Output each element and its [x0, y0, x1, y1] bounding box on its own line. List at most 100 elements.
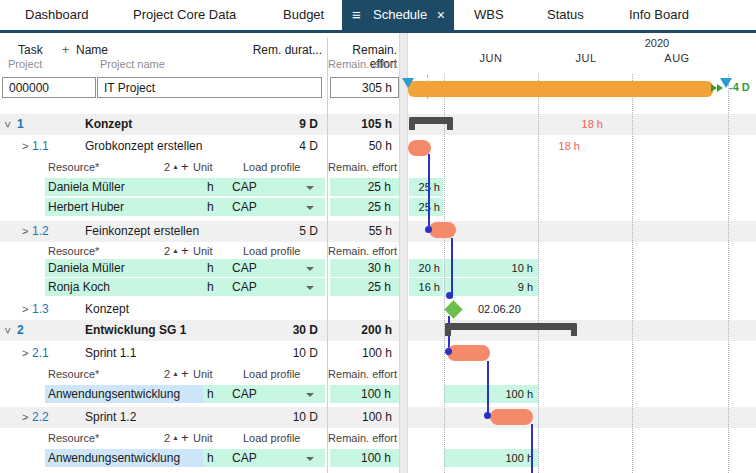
task-effort[interactable]: 100 h [328, 343, 392, 364]
sort-asc-icon[interactable]: ▲ [172, 157, 179, 177]
task-effort[interactable]: 55 h [328, 221, 392, 242]
col-unit[interactable]: Unit [193, 364, 213, 384]
sort-asc-icon[interactable]: ▲ [172, 428, 179, 448]
col-resource[interactable]: Resource* [48, 157, 99, 177]
sort-indicator[interactable]: 2 [164, 364, 170, 384]
task-name[interactable]: Konzept [85, 114, 132, 135]
expand-icon[interactable]: > [22, 343, 28, 364]
task-number[interactable]: 1.3 [32, 299, 49, 320]
resource-effort[interactable]: 100 h [330, 449, 399, 467]
resource-unit[interactable]: h [207, 448, 214, 468]
panel-splitter[interactable] [399, 33, 408, 473]
resource-unit[interactable]: h [207, 277, 214, 297]
task-effort[interactable]: 200 h [328, 320, 392, 341]
resource-name[interactable]: Ronja Koch [48, 277, 110, 297]
task-name[interactable]: Sprint 1.2 [85, 407, 136, 428]
col-unit[interactable]: Unit [193, 157, 213, 177]
col-remain-effort[interactable]: Remain. effort [325, 364, 397, 384]
resource-name[interactable]: Daniela Müller [48, 258, 125, 278]
task-duration[interactable]: 4 D [256, 136, 318, 157]
tab-info-board[interactable]: Info Board [629, 0, 689, 30]
task-duration[interactable]: 30 D [256, 320, 318, 341]
col-remain-effort[interactable]: Remain. effort [325, 157, 397, 177]
project-effort-input[interactable] [330, 77, 399, 98]
resource-load-profile[interactable]: CAP [232, 448, 257, 468]
col-resource[interactable]: Resource* [48, 428, 99, 448]
task-name[interactable]: Sprint 1.1 [85, 343, 136, 364]
col-task[interactable]: Task [18, 43, 43, 57]
task-effort[interactable]: 50 h [328, 136, 392, 157]
summary-bar-konzept[interactable] [409, 117, 453, 130]
tab-status[interactable]: Status [547, 0, 584, 30]
dropdown-icon[interactable] [306, 286, 314, 290]
resource-effort[interactable]: 100 h [330, 385, 399, 403]
resource-unit[interactable]: h [207, 384, 214, 404]
expand-icon[interactable]: > [22, 299, 28, 320]
hamburger-icon[interactable]: ≡ [352, 0, 361, 30]
close-icon[interactable]: × [437, 0, 445, 30]
expand-icon[interactable]: > [22, 407, 28, 428]
collapse-icon[interactable]: > [0, 121, 18, 127]
project-bar[interactable] [408, 81, 713, 97]
task-bar-1-1[interactable] [408, 140, 431, 156]
tab-budget[interactable]: Budget [283, 0, 324, 30]
resource-load-profile[interactable]: CAP [232, 384, 257, 404]
resource-load-profile[interactable]: CAP [232, 197, 257, 217]
col-resource[interactable]: Resource* [48, 364, 99, 384]
dropdown-icon[interactable] [306, 186, 314, 190]
schedule-start-marker-icon[interactable] [402, 78, 414, 88]
dropdown-icon[interactable] [306, 267, 314, 271]
sort-indicator[interactable]: 2 [164, 428, 170, 448]
task-effort[interactable]: 105 h [328, 114, 392, 135]
sort-asc-icon[interactable]: ▲ [172, 364, 179, 384]
tab-wbs[interactable]: WBS [474, 0, 504, 30]
task-duration[interactable]: 5 D [256, 221, 318, 242]
tab-dashboard[interactable]: Dashboard [25, 0, 89, 30]
task-name[interactable]: Grobkonzept erstellen [85, 136, 202, 157]
add-resource-button[interactable]: + [181, 364, 189, 384]
resource-unit[interactable]: h [207, 258, 214, 278]
resource-effort[interactable]: 25 h [330, 278, 399, 296]
task-duration[interactable]: 10 D [256, 343, 318, 364]
add-resource-button[interactable]: + [181, 428, 189, 448]
task-number[interactable]: 1.1 [32, 136, 49, 157]
resource-unit[interactable]: h [207, 197, 214, 217]
tab-schedule[interactable]: ≡ Schedule × [342, 0, 454, 30]
resource-load-profile[interactable]: CAP [232, 177, 257, 197]
task-name[interactable]: Entwicklung SG 1 [85, 320, 186, 341]
resource-name[interactable]: Anwendungsentwicklung [48, 384, 180, 404]
resource-name[interactable]: Daniela Müller [48, 177, 125, 197]
col-load-profile[interactable]: Load profile [243, 364, 301, 384]
task-duration[interactable]: 10 D [256, 407, 318, 428]
resource-effort[interactable]: 25 h [330, 178, 399, 196]
dropdown-icon[interactable] [306, 206, 314, 210]
task-number[interactable]: 2.2 [32, 407, 49, 428]
task-bar-2-2[interactable] [490, 409, 533, 425]
resource-effort[interactable]: 30 h [330, 259, 399, 277]
resource-effort[interactable]: 25 h [330, 198, 399, 216]
col-remain-effort[interactable]: Remain. effort [325, 428, 397, 448]
resource-name[interactable]: Herbert Huber [48, 197, 124, 217]
task-number[interactable]: 2 [17, 320, 24, 341]
dropdown-icon[interactable] [306, 457, 314, 461]
task-bar-2-1[interactable] [447, 345, 490, 361]
task-number[interactable]: 2.1 [32, 343, 49, 364]
col-rem-duration[interactable]: Rem. durat... [222, 43, 322, 57]
resource-load-profile[interactable]: CAP [232, 277, 257, 297]
expand-icon[interactable]: > [22, 221, 28, 242]
task-name[interactable]: Konzept [85, 299, 129, 320]
resource-load-profile[interactable]: CAP [232, 258, 257, 278]
resource-unit[interactable]: h [207, 177, 214, 197]
summary-bar-entwicklung[interactable] [445, 323, 577, 336]
sort-indicator[interactable]: 2 [164, 157, 170, 177]
col-load-profile[interactable]: Load profile [243, 157, 301, 177]
task-number[interactable]: 1 [17, 114, 24, 135]
task-number[interactable]: 1.2 [32, 221, 49, 242]
dropdown-icon[interactable] [306, 393, 314, 397]
project-name-input[interactable] [97, 77, 322, 98]
task-bar-1-2[interactable] [429, 222, 456, 238]
collapse-icon[interactable]: > [0, 327, 18, 333]
expand-icon[interactable]: > [22, 136, 28, 157]
col-load-profile[interactable]: Load profile [243, 428, 301, 448]
col-name[interactable]: Name [76, 43, 108, 57]
